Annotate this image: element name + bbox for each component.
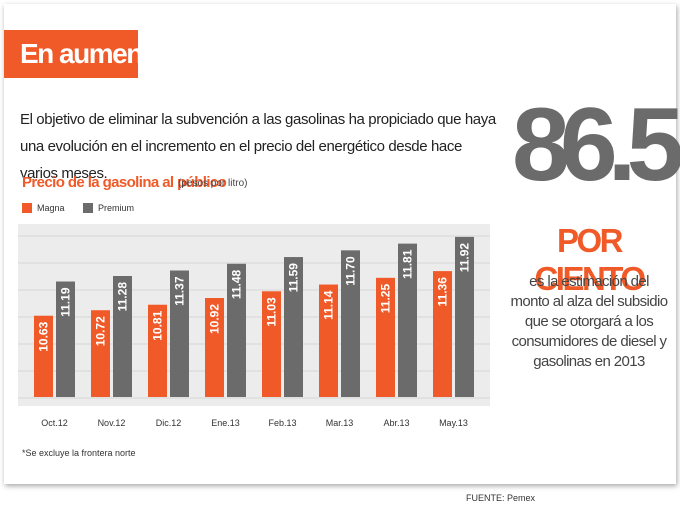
data-label-premium-5: 11.70 <box>344 256 358 286</box>
data-label-magna-0: 10.63 <box>37 321 51 351</box>
legend-item-magna: Magna <box>22 203 65 213</box>
data-label-premium-4: 11.59 <box>287 263 301 293</box>
bar-magna-1 <box>91 310 110 397</box>
x-tick-label: Oct.12 <box>41 418 68 428</box>
highlight-unit: POR CIENTO <box>534 222 646 297</box>
bar-premium-1 <box>113 276 132 397</box>
source-note: FUENTE: Pemex <box>466 493 536 503</box>
x-tick-label: Ene.13 <box>211 418 240 428</box>
bar-magna-6 <box>376 277 395 397</box>
x-tick-label: Feb.13 <box>268 418 296 428</box>
data-label-magna-6: 11.25 <box>379 284 393 314</box>
bar-premium-3 <box>227 263 246 397</box>
legend-swatch-magna <box>22 203 32 213</box>
data-label-premium-1: 11.28 <box>116 282 130 312</box>
bar-magna-0 <box>34 315 53 397</box>
bar-premium-7 <box>455 236 474 397</box>
bar-magna-2 <box>148 304 167 397</box>
data-label-premium-0: 11.19 <box>59 287 73 317</box>
header-title: En aumento <box>20 38 167 69</box>
data-label-premium-3: 11.48 <box>230 269 244 299</box>
data-label-magna-4: 11.03 <box>265 297 279 327</box>
bar-magna-3 <box>205 298 224 397</box>
legend-label-premium: Premium <box>98 203 135 213</box>
bar-premium-5 <box>341 250 360 397</box>
bar-magna-7 <box>433 271 452 397</box>
x-tick-label: Mar.13 <box>326 418 354 428</box>
highlight-description: es la estimación del monto al alza del s… <box>510 273 668 370</box>
bar-magna-5 <box>319 284 338 397</box>
bar-premium-6 <box>398 243 417 397</box>
chart-title: Precio de la gasolina al público <box>22 174 227 191</box>
footnote: *Se excluye la frontera norte <box>22 448 136 458</box>
header-bar <box>4 30 138 78</box>
data-label-magna-3: 10.92 <box>208 304 222 334</box>
bar-premium-0 <box>56 281 75 397</box>
highlight-number: 86.5 <box>512 87 680 203</box>
data-label-premium-7: 11.92 <box>458 243 472 273</box>
chart-legend: Magna Premium <box>22 203 150 215</box>
intro-text: El objetivo de eliminar la subvención a … <box>20 111 496 182</box>
data-label-premium-6: 11.81 <box>401 249 415 279</box>
x-tick-label: Dic.12 <box>156 418 182 428</box>
bar-premium-2 <box>170 270 189 397</box>
x-tick-label: Nov.12 <box>98 418 126 428</box>
x-tick-label: Abr.13 <box>383 418 409 428</box>
bar-premium-4 <box>284 257 303 397</box>
x-tick-label: May.13 <box>439 418 468 428</box>
data-label-magna-1: 10.72 <box>94 316 108 346</box>
data-label-premium-2: 11.37 <box>173 276 187 306</box>
bar-magna-4 <box>262 291 281 397</box>
data-label-magna-7: 11.36 <box>436 277 450 307</box>
chart-units-note: (pesos por litro) <box>178 178 248 189</box>
data-label-magna-2: 10.81 <box>151 310 165 340</box>
legend-item-premium: Premium <box>83 203 134 213</box>
legend-swatch-premium <box>83 203 94 213</box>
data-label-magna-5: 11.14 <box>322 290 336 320</box>
legend-label-magna: Magna <box>37 203 65 213</box>
